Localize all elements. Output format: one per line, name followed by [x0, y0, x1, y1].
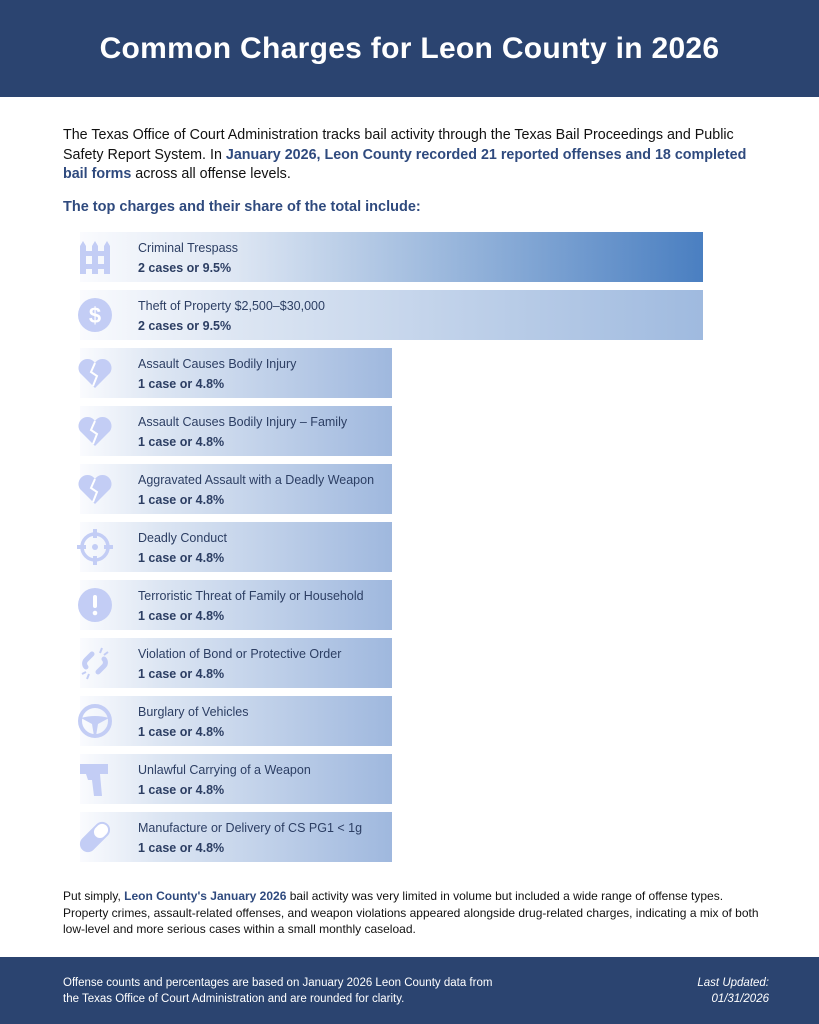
page-title: Common Charges for Leon County in 2026 — [99, 31, 720, 65]
charge-bar — [80, 754, 392, 804]
charge-value: 1 case or 4.8% — [138, 493, 225, 507]
broken-heart-icon — [78, 416, 112, 446]
broken-heart-icon — [78, 358, 112, 388]
steering-wheel-icon — [78, 704, 112, 738]
charge-bar — [80, 696, 392, 746]
pill-icon — [79, 821, 111, 853]
charge-label: Manufacture or Delivery of CS PG1 < 1g — [138, 821, 363, 835]
charge-value: 1 case or 4.8% — [138, 725, 225, 739]
charge-value: 1 case or 4.8% — [138, 783, 225, 797]
charge-bar — [80, 348, 392, 398]
charge-value: 1 case or 4.8% — [138, 609, 225, 623]
page-footer: Offense counts and percentages are based… — [0, 957, 819, 1024]
svg-text:$: $ — [89, 303, 101, 328]
intro-text-end: across all offense levels. — [131, 166, 291, 182]
last-updated-date: 01/31/2026 — [711, 992, 769, 1005]
charge-label: Criminal Trespass — [138, 241, 239, 255]
charge-label: Theft of Property $2,500–$30,000 — [138, 299, 325, 313]
broken-link-icon — [81, 647, 109, 680]
summary-text: Put simply, — [63, 889, 125, 903]
last-updated-label: Last Updated: — [697, 977, 769, 989]
charge-bar — [80, 812, 392, 862]
intro-text: The Texas Office of Court Administration… — [63, 127, 734, 163]
charge-label: Aggravated Assault with a Deadly Weapon — [138, 473, 375, 487]
dollar-icon: $ — [78, 298, 112, 332]
summary-highlight: Leon County's January 2026 — [124, 889, 287, 903]
charge-label: Assault Causes Bodily Injury – Family — [138, 415, 348, 429]
charge-label: Violation of Bond or Protective Order — [138, 647, 342, 661]
summary-text-end: bail activity was very limited in volume… — [63, 889, 759, 936]
pistol-icon — [80, 764, 108, 796]
charge-bar — [80, 522, 392, 572]
crosshair-icon — [77, 529, 113, 565]
charge-value: 2 cases or 9.5% — [138, 261, 232, 275]
section-subheading: The top charges and their share of the t… — [63, 199, 421, 215]
charge-bar — [80, 638, 392, 688]
charge-label: Assault Causes Bodily Injury — [138, 357, 297, 371]
last-updated: Last Updated: 01/31/2026 — [697, 976, 769, 1007]
charge-bar — [80, 232, 703, 282]
charge-value: 1 case or 4.8% — [138, 377, 225, 391]
exclamation-icon — [78, 588, 112, 622]
intro-highlight: January 2026, Leon County recorded 21 re… — [63, 146, 747, 183]
charge-bar — [80, 290, 703, 340]
summary-paragraph: Put simply, Leon County's January 2026 b… — [63, 888, 763, 938]
charge-value: 1 case or 4.8% — [138, 435, 225, 449]
charge-value: 1 case or 4.8% — [138, 667, 225, 681]
fence-icon — [80, 241, 110, 274]
intro-paragraph: The Texas Office of Court Administration… — [63, 126, 763, 185]
charge-bar — [80, 464, 392, 514]
page-header: Common Charges for Leon County in 2026 — [0, 0, 819, 97]
charge-value: 1 case or 4.8% — [138, 551, 225, 565]
charge-label: Terroristic Threat of Family or Househol… — [138, 589, 364, 603]
charge-value: 2 cases or 9.5% — [138, 319, 232, 333]
charge-bar — [80, 406, 392, 456]
charge-label: Burglary of Vehicles — [138, 705, 249, 719]
charge-bar — [80, 580, 392, 630]
broken-heart-icon — [78, 474, 112, 504]
charge-label: Deadly Conduct — [138, 531, 227, 545]
charge-label: Unlawful Carrying of a Weapon — [138, 763, 311, 777]
footer-note: Offense counts and percentages are based… — [63, 977, 493, 1005]
charge-value: 1 case or 4.8% — [138, 841, 225, 855]
